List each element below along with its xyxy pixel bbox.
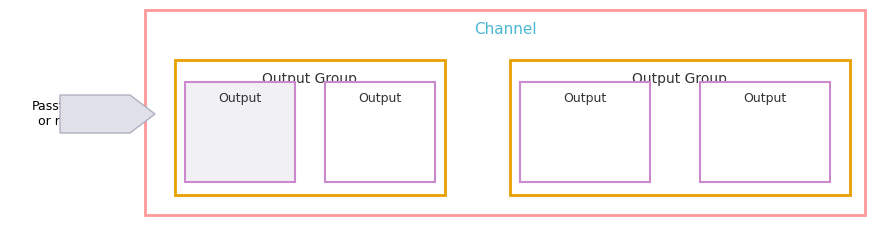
- Text: Output: Output: [563, 92, 607, 105]
- Bar: [510, 60, 850, 195]
- Text: Output: Output: [218, 92, 261, 105]
- Bar: [520, 82, 650, 182]
- Bar: [325, 82, 435, 182]
- Text: Output Group: Output Group: [632, 72, 728, 86]
- Text: Channel: Channel: [474, 22, 537, 37]
- Bar: [185, 82, 295, 182]
- Text: Output Group: Output Group: [262, 72, 358, 86]
- Bar: [175, 60, 445, 195]
- Polygon shape: [60, 95, 155, 133]
- Text: Output: Output: [744, 92, 787, 105]
- Bar: [700, 82, 830, 182]
- Text: Passthrough
 or removal: Passthrough or removal: [32, 100, 109, 128]
- Bar: [145, 10, 865, 215]
- Text: Output: Output: [359, 92, 402, 105]
